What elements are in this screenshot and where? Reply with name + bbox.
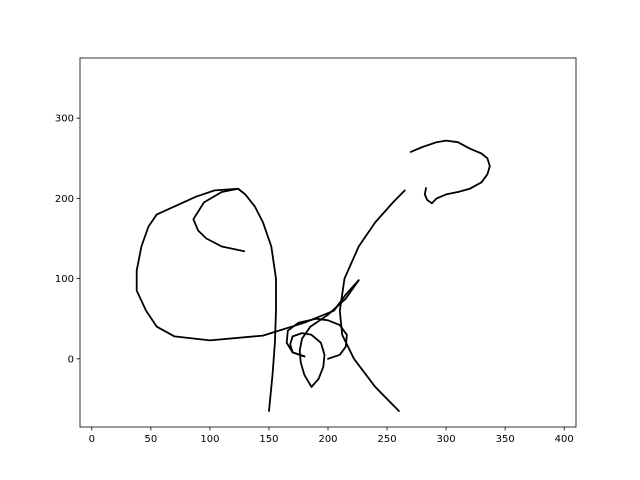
x-tick-label: 150 bbox=[259, 434, 278, 445]
y-axis-ticks: 0 100 200 300 bbox=[55, 114, 80, 365]
stroke-0 bbox=[237, 187, 277, 412]
stroke-8 bbox=[430, 191, 459, 205]
x-tick-label: 50 bbox=[144, 434, 157, 445]
stroke-6 bbox=[285, 317, 348, 360]
stroke-7 bbox=[409, 139, 491, 193]
stroke-9 bbox=[423, 187, 433, 205]
y-tick-label: 0 bbox=[68, 354, 74, 365]
y-tick-label: 200 bbox=[55, 194, 74, 205]
plot-frame bbox=[79, 57, 577, 428]
x-tick-label: 0 bbox=[89, 434, 95, 445]
y-tick-label: 100 bbox=[55, 274, 74, 285]
stroke-4 bbox=[298, 279, 360, 388]
y-tick-label: 300 bbox=[55, 114, 74, 125]
x-tick-label: 400 bbox=[555, 434, 574, 445]
x-tick-label: 350 bbox=[496, 434, 515, 445]
stroke-5 bbox=[289, 332, 326, 388]
x-tick-label: 300 bbox=[437, 434, 456, 445]
drawing-strokes bbox=[135, 139, 491, 412]
stroke-1 bbox=[338, 189, 406, 412]
x-axis-ticks: 0 50 100 150 200 250 300 350 400 bbox=[89, 427, 574, 445]
x-tick-label: 100 bbox=[200, 434, 219, 445]
x-tick-label: 200 bbox=[318, 434, 337, 445]
x-tick-label: 250 bbox=[378, 434, 397, 445]
